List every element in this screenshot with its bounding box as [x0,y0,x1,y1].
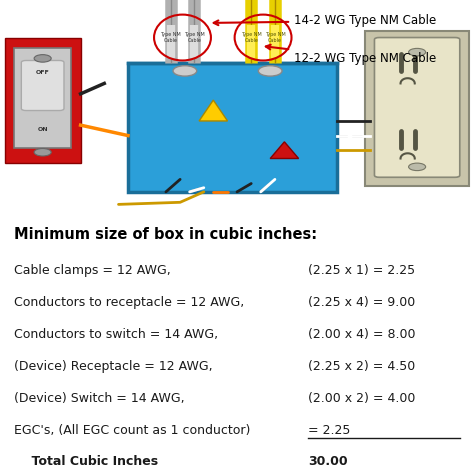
Text: Conductors to receptacle = 12 AWG,: Conductors to receptacle = 12 AWG, [14,296,245,309]
Text: Minimum size of box in cubic inches:: Minimum size of box in cubic inches: [14,227,318,242]
Text: Type NM
Cable: Type NM Cable [241,32,262,43]
Circle shape [173,66,197,76]
Text: (2.25 x 4) = 9.00: (2.25 x 4) = 9.00 [308,296,415,309]
Circle shape [34,55,51,62]
Circle shape [34,148,51,156]
Text: (2.25 x 1) = 2.25: (2.25 x 1) = 2.25 [308,264,415,277]
FancyBboxPatch shape [14,48,71,148]
FancyBboxPatch shape [374,37,460,177]
FancyBboxPatch shape [21,61,64,110]
Polygon shape [199,100,228,121]
Text: Type NM
Cable: Type NM Cable [264,32,285,43]
Text: (2.25 x 2) = 4.50: (2.25 x 2) = 4.50 [308,360,415,373]
Circle shape [409,48,426,56]
Circle shape [409,163,426,171]
Text: 12-2 WG Type NM Cable: 12-2 WG Type NM Cable [266,45,436,65]
Text: (2.00 x 4) = 8.00: (2.00 x 4) = 8.00 [308,328,416,341]
Text: (2.00 x 2) = 4.00: (2.00 x 2) = 4.00 [308,392,416,405]
Text: (Device) Receptacle = 12 AWG,: (Device) Receptacle = 12 AWG, [14,360,213,373]
Text: EGC's, (All EGC count as 1 conductor): EGC's, (All EGC count as 1 conductor) [14,424,251,437]
Text: ON: ON [37,127,48,132]
FancyBboxPatch shape [365,31,469,186]
Text: Type NM
Cable: Type NM Cable [160,32,181,43]
Text: OFF: OFF [36,71,50,75]
FancyBboxPatch shape [128,63,337,192]
Text: = 2.25: = 2.25 [308,424,350,437]
FancyBboxPatch shape [5,37,81,163]
Text: Total Cubic Inches: Total Cubic Inches [14,456,158,468]
Text: (Device) Switch = 14 AWG,: (Device) Switch = 14 AWG, [14,392,185,405]
Text: 14-2 WG Type NM Cable: 14-2 WG Type NM Cable [214,14,436,27]
Circle shape [258,66,282,76]
Polygon shape [270,142,299,158]
Text: Conductors to switch = 14 AWG,: Conductors to switch = 14 AWG, [14,328,219,341]
Text: 30.00: 30.00 [308,456,348,468]
Text: Type NM
Cable: Type NM Cable [184,32,205,43]
Text: Cable clamps = 12 AWG,: Cable clamps = 12 AWG, [14,264,171,277]
